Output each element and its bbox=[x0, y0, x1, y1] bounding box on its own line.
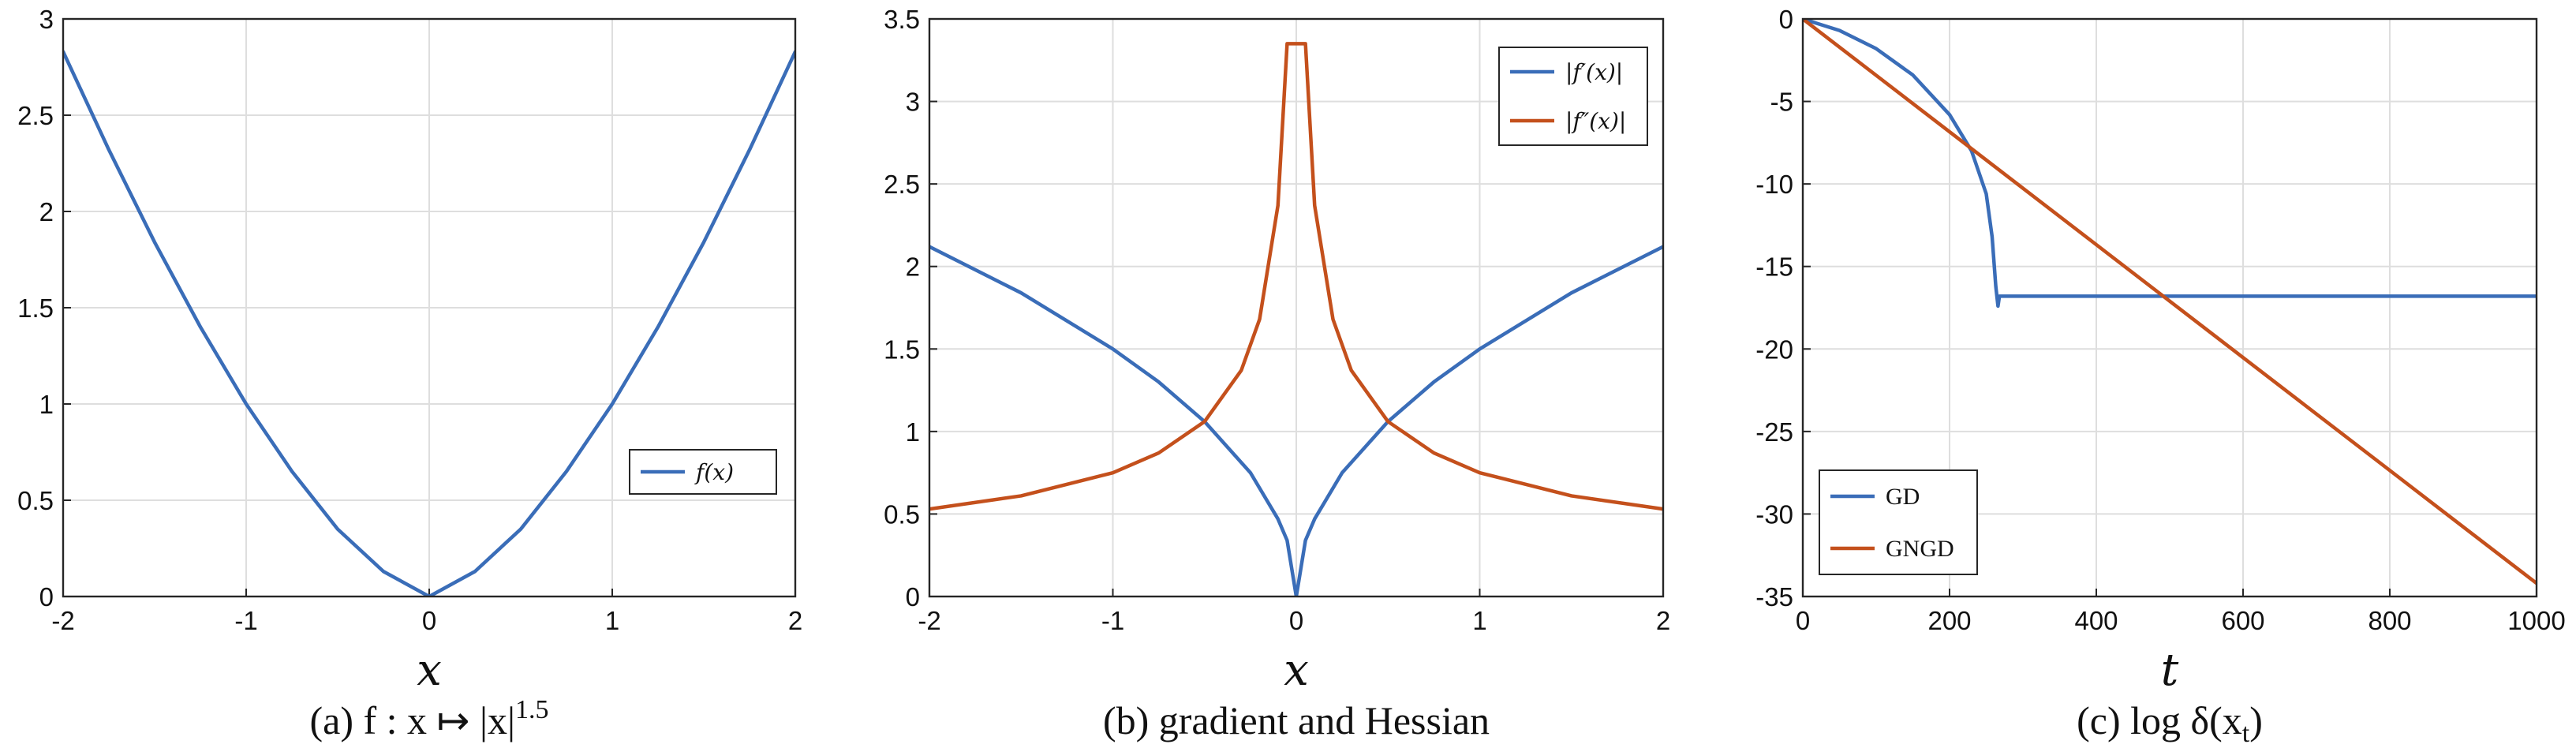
legend: GD GNGD bbox=[1819, 469, 1978, 575]
chart-caption: (b) gradient and Hessian bbox=[1103, 698, 1490, 742]
x-tick-label: 400 bbox=[2074, 606, 2118, 635]
x-tick-label: 0 bbox=[1289, 606, 1303, 635]
y-tick-label: -25 bbox=[1755, 417, 1793, 447]
legend-label: f(x) bbox=[694, 459, 734, 485]
x-tick-label: 1 bbox=[605, 606, 619, 635]
axes-frame bbox=[62, 17, 797, 598]
x-tick-label: 2 bbox=[1656, 606, 1670, 635]
x-axis-label: x bbox=[1284, 645, 1309, 696]
y-tick-label: -15 bbox=[1755, 252, 1793, 282]
legend: |f′(x)| |f″(x)| bbox=[1498, 47, 1648, 146]
x-axis-label: t bbox=[2161, 645, 2179, 696]
legend: f(x) bbox=[629, 449, 777, 495]
y-tick-label: -20 bbox=[1755, 335, 1793, 364]
y-tick-label: 3 bbox=[39, 5, 54, 34]
chart-panel-1: -2 -1 0 1 2 0 0.5 1 1.5 2 2.5 3 f(x) x(a) f : x ↦ |x|… bbox=[17, 5, 802, 742]
series-line-2 bbox=[929, 42, 1663, 511]
y-tick-label: 0 bbox=[1779, 5, 1793, 34]
y-tick-label: 0 bbox=[906, 582, 920, 611]
legend-label: |f′(x)| bbox=[1565, 59, 1623, 85]
chart-panel-3: 0 200 400 600 800 1000 -35 -30 -25 -20 -15 -10 -5 0 GD… bbox=[1755, 5, 2565, 748]
y-tick-label: -10 bbox=[1755, 170, 1793, 199]
series-line-1 bbox=[929, 245, 1663, 597]
y-tick-label: 2 bbox=[906, 252, 920, 282]
x-tick-label: 0 bbox=[422, 606, 436, 635]
x-tick-label: 1000 bbox=[2507, 606, 2565, 635]
x-tick-label: -2 bbox=[918, 606, 940, 635]
legend-label: GNGD bbox=[1886, 536, 1954, 562]
y-tick-label: 2 bbox=[39, 197, 54, 226]
y-tick-label: -30 bbox=[1755, 499, 1793, 529]
x-tick-label: 1 bbox=[1472, 606, 1486, 635]
axes-frame bbox=[928, 17, 1665, 598]
series-line-1 bbox=[1803, 19, 2537, 309]
y-tick-label: 0.5 bbox=[17, 486, 54, 515]
y-tick-label: -35 bbox=[1755, 582, 1793, 611]
y-tick-label: 2.5 bbox=[884, 170, 920, 199]
axes-frame bbox=[1801, 17, 2538, 598]
legend-label: |f″(x)| bbox=[1565, 108, 1626, 134]
chart-panel-2: -2 -1 0 1 2 0 0.5 1 1.5 2 2.5 3 3.5 |f′(x)| |f″(x)| x(b… bbox=[884, 5, 1670, 742]
x-tick-label: 0 bbox=[1796, 606, 1810, 635]
y-tick-label: 1 bbox=[906, 417, 920, 447]
y-tick-label: 0 bbox=[39, 582, 54, 611]
y-tick-label: 2.5 bbox=[17, 101, 54, 130]
y-tick-label: 3.5 bbox=[884, 5, 920, 34]
x-tick-label: -1 bbox=[1101, 606, 1124, 635]
x-tick-label: -2 bbox=[51, 606, 74, 635]
y-tick-label: -5 bbox=[1770, 88, 1793, 117]
legend-box bbox=[1819, 469, 1978, 575]
x-tick-label: 600 bbox=[2221, 606, 2264, 635]
series-line-1 bbox=[63, 50, 795, 597]
x-tick-label: 200 bbox=[1927, 606, 1971, 635]
x-tick-label: 800 bbox=[2368, 606, 2411, 635]
legend-box bbox=[1498, 47, 1648, 146]
legend-label: GD bbox=[1886, 484, 1920, 510]
x-tick-label: 2 bbox=[788, 606, 802, 635]
x-tick-label: -1 bbox=[234, 606, 257, 635]
y-tick-label: 1.5 bbox=[884, 335, 920, 364]
y-tick-label: 1 bbox=[39, 390, 54, 419]
series-line-2 bbox=[1803, 19, 2537, 585]
x-axis-label: x bbox=[417, 645, 442, 696]
y-tick-label: 3 bbox=[906, 88, 920, 117]
y-tick-label: 0.5 bbox=[884, 499, 920, 529]
y-tick-label: 1.5 bbox=[17, 294, 54, 323]
chart-caption: (a) f : x ↦ |x|1.5 bbox=[310, 695, 549, 742]
chart-caption: (c) log δ(xt) bbox=[2077, 698, 2263, 748]
